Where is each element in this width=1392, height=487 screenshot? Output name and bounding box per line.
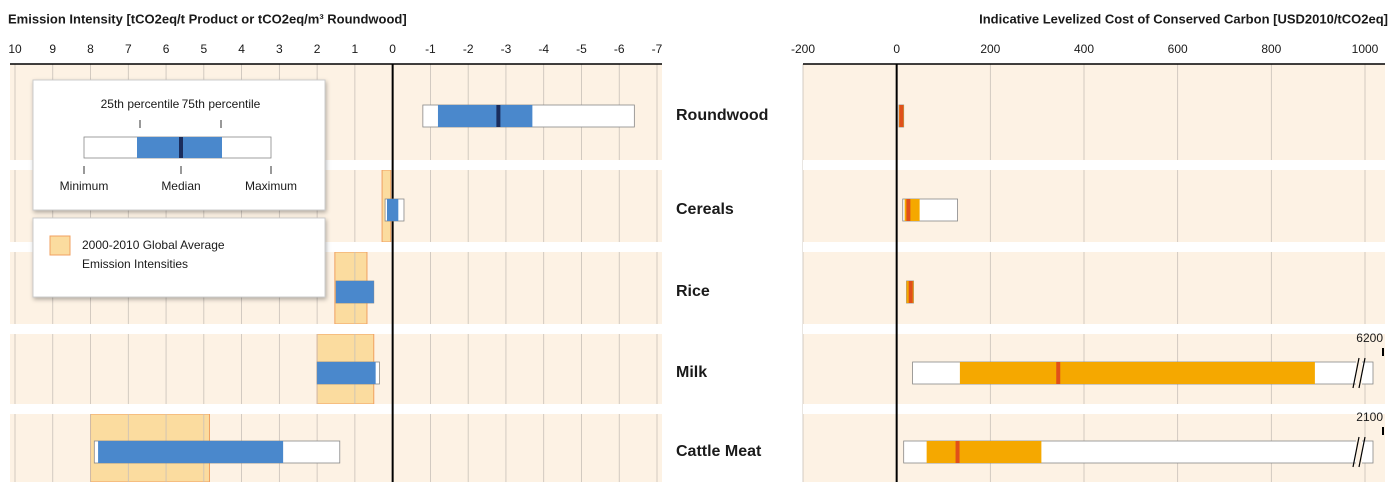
legend-label: Median: [161, 179, 200, 193]
legend-median: [179, 137, 183, 158]
x-tick-label: -7: [652, 42, 663, 56]
x-tick-label: 8: [87, 42, 94, 56]
legend-label: Maximum: [245, 179, 297, 193]
row-gap: [10, 404, 662, 414]
x-tick-label: 600: [1168, 42, 1188, 56]
median-mark: [899, 105, 904, 127]
iqr-box: [386, 199, 399, 221]
category-label: Roundwood: [676, 107, 768, 124]
x-tick-label: 6: [163, 42, 170, 56]
row-gap: [803, 324, 1385, 334]
category-label: Milk: [676, 364, 707, 381]
category-label: Cereals: [676, 201, 734, 218]
row-gap: [10, 160, 662, 170]
row-gap: [10, 324, 662, 334]
median-mark: [908, 281, 913, 303]
legend-label: Minimum: [60, 179, 109, 193]
legend-box: [32, 217, 326, 298]
legend-average-swatch: [49, 235, 71, 256]
axis-break: [1358, 436, 1366, 468]
category-label: Rice: [676, 283, 710, 300]
iqr-box: [98, 441, 284, 463]
max-label: 6200: [1356, 331, 1383, 345]
median-mark: [906, 199, 911, 221]
x-tick-label: -2: [463, 42, 474, 56]
x-tick-label: 2: [314, 42, 321, 56]
x-tick-label: 0: [389, 42, 396, 56]
x-tick-label: 10: [8, 42, 22, 56]
x-tick-label: 200: [980, 42, 1000, 56]
median-mark: [1056, 362, 1061, 384]
x-tick-label: -200: [791, 42, 815, 56]
row-gap: [803, 160, 1385, 170]
x-tick-label: 3: [276, 42, 283, 56]
iqr-box: [317, 362, 376, 384]
x-tick-label: 1000: [1352, 42, 1379, 56]
x-tick-label: 4: [238, 42, 245, 56]
median-mark: [496, 105, 501, 127]
x-tick-label: 800: [1261, 42, 1281, 56]
x-tick-label: -3: [501, 42, 512, 56]
x-tick-label: -4: [538, 42, 549, 56]
axis-break: [1352, 357, 1360, 389]
axis-break: [1358, 357, 1366, 389]
row-gap: [803, 404, 1385, 414]
row-gap: [803, 242, 1385, 252]
iqr-box: [437, 105, 533, 127]
category-label: Cattle Meat: [676, 443, 762, 460]
axis-break-gap: [1356, 359, 1362, 387]
panel-background: [803, 64, 1385, 482]
left-title: Emission Intensity [tCO2eq/t Product or …: [8, 11, 407, 26]
iqr-box: [959, 362, 1315, 384]
x-tick-label: 5: [200, 42, 207, 56]
legend-label: 75th percentile: [182, 97, 261, 111]
legend-average-label: 2000-2010 Global Average Emission Intens…: [82, 238, 225, 271]
iqr-box: [926, 441, 1042, 463]
x-tick-label: 7: [125, 42, 132, 56]
max-label: 2100: [1356, 410, 1383, 424]
x-tick-label: -5: [576, 42, 587, 56]
iqr-box: [336, 281, 374, 303]
right-title: Indicative Levelized Cost of Conserved C…: [979, 11, 1388, 26]
x-tick-label: 400: [1074, 42, 1094, 56]
legend-label: 25th percentile: [101, 97, 180, 111]
x-tick-label: 0: [893, 42, 900, 56]
x-tick-label: -6: [614, 42, 625, 56]
median-mark: [955, 441, 960, 463]
x-tick-label: 9: [49, 42, 56, 56]
x-tick-label: -1: [425, 42, 436, 56]
axis-break: [1352, 436, 1360, 468]
axis-break-gap: [1356, 438, 1362, 466]
row-gap: [10, 242, 662, 252]
x-tick-label: 1: [352, 42, 359, 56]
